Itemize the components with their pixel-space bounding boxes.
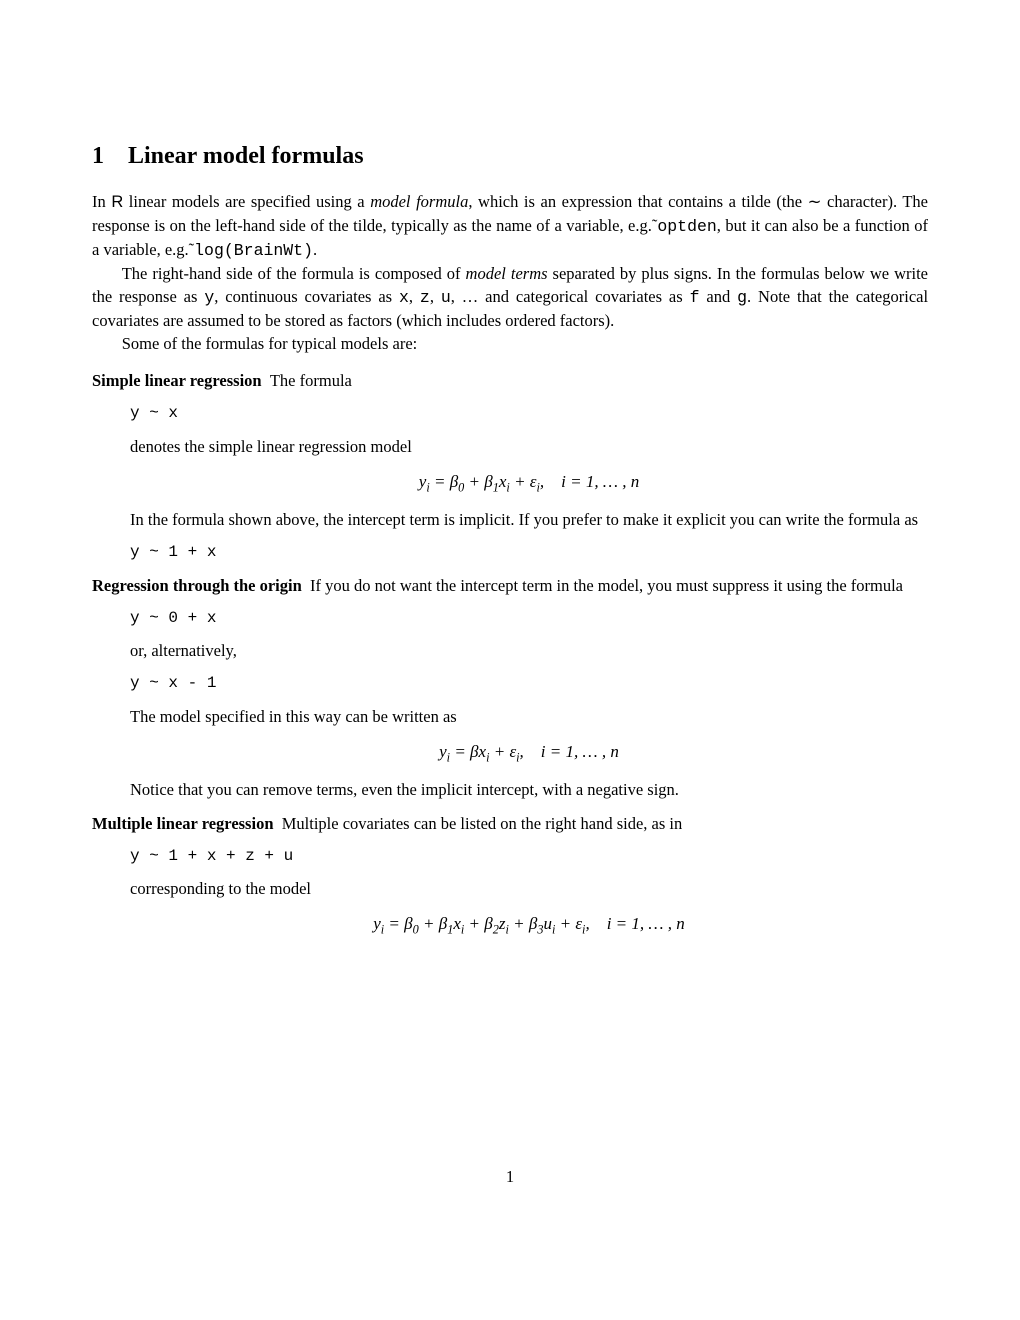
- definition-origin: Regression through the origin If you do …: [92, 574, 928, 802]
- section-number: 1: [92, 140, 104, 174]
- origin-label: Regression through the origin: [92, 576, 302, 595]
- slr-text-1: denotes the simple linear regression mod…: [130, 435, 928, 458]
- intro-paragraph-2: The right-hand side of the formula is co…: [92, 262, 928, 332]
- origin-code-1: y ~ 0 + x: [130, 607, 928, 629]
- definition-mlr: Multiple linear regression Multiple cova…: [92, 812, 928, 939]
- model-formula-italic: model formula: [370, 192, 468, 211]
- slr-label: Simple linear regression: [92, 371, 262, 390]
- mlr-equation: yi = β0 + β1xi + β2zi + β3ui + εi, i = 1…: [130, 912, 928, 939]
- section-title: Linear model formulas: [128, 143, 364, 169]
- mlr-label: Multiple linear regression: [92, 814, 274, 833]
- intro-paragraph-3: Some of the formulas for typical models …: [92, 332, 928, 355]
- origin-runin: If you do not want the intercept term in…: [310, 576, 903, 595]
- mlr-text-1: corresponding to the model: [130, 877, 928, 900]
- origin-text-2: The model specified in this way can be w…: [130, 705, 928, 728]
- origin-text-3: Notice that you can remove terms, even t…: [130, 778, 928, 801]
- section-heading: 1 Linear model formulas: [92, 140, 928, 174]
- model-terms-italic: model terms: [466, 264, 548, 283]
- r-sans: R: [111, 193, 123, 211]
- origin-code-2: y ~ x - 1: [130, 672, 928, 694]
- intro-paragraph-1: In R linear models are specified using a…: [92, 190, 928, 262]
- origin-equation: yi = βxi + εi, i = 1, … , n: [130, 740, 928, 767]
- slr-equation: yi = β0 + β1xi + εi, i = 1, … , n: [130, 470, 928, 497]
- definition-slr: Simple linear regression The formula y ~…: [92, 369, 928, 564]
- mlr-runin: Multiple covariates can be listed on the…: [282, 814, 682, 833]
- slr-code-1: y ~ x: [130, 402, 928, 424]
- slr-text-2: In the formula shown above, the intercep…: [130, 508, 928, 531]
- slr-code-2: y ~ 1 + x: [130, 541, 928, 563]
- page-number: 1: [92, 1165, 928, 1188]
- origin-text-1: or, alternatively,: [130, 639, 928, 662]
- mlr-code-1: y ~ 1 + x + z + u: [130, 845, 928, 867]
- slr-runin: The formula: [270, 371, 352, 390]
